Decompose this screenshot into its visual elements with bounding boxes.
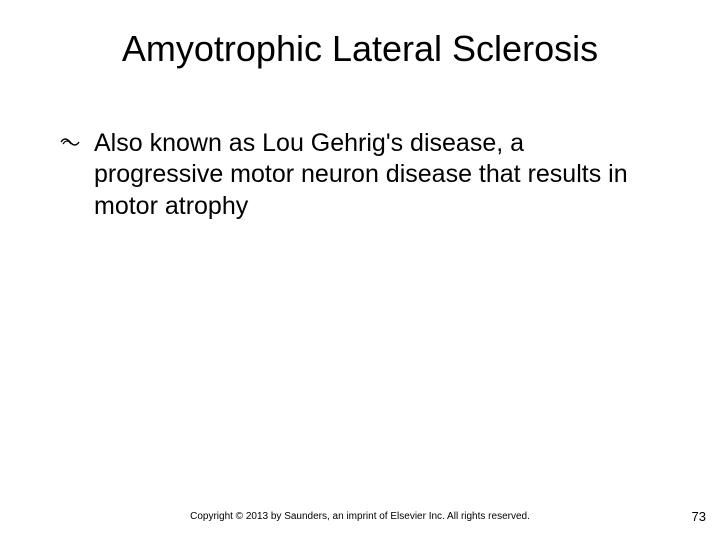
bullet-icon [60,130,80,159]
bullet-text: Also known as Lou Gehrig's disease, a pr… [94,128,660,222]
page-number: 73 [692,509,706,524]
copyright-text: Copyright © 2013 by Saunders, an imprint… [0,511,720,522]
slide-title: Amyotrophic Lateral Sclerosis [0,28,720,70]
slide-container: Amyotrophic Lateral Sclerosis Also known… [0,0,720,540]
slide-content: Also known as Lou Gehrig's disease, a pr… [60,128,660,222]
bullet-item: Also known as Lou Gehrig's disease, a pr… [60,128,660,222]
